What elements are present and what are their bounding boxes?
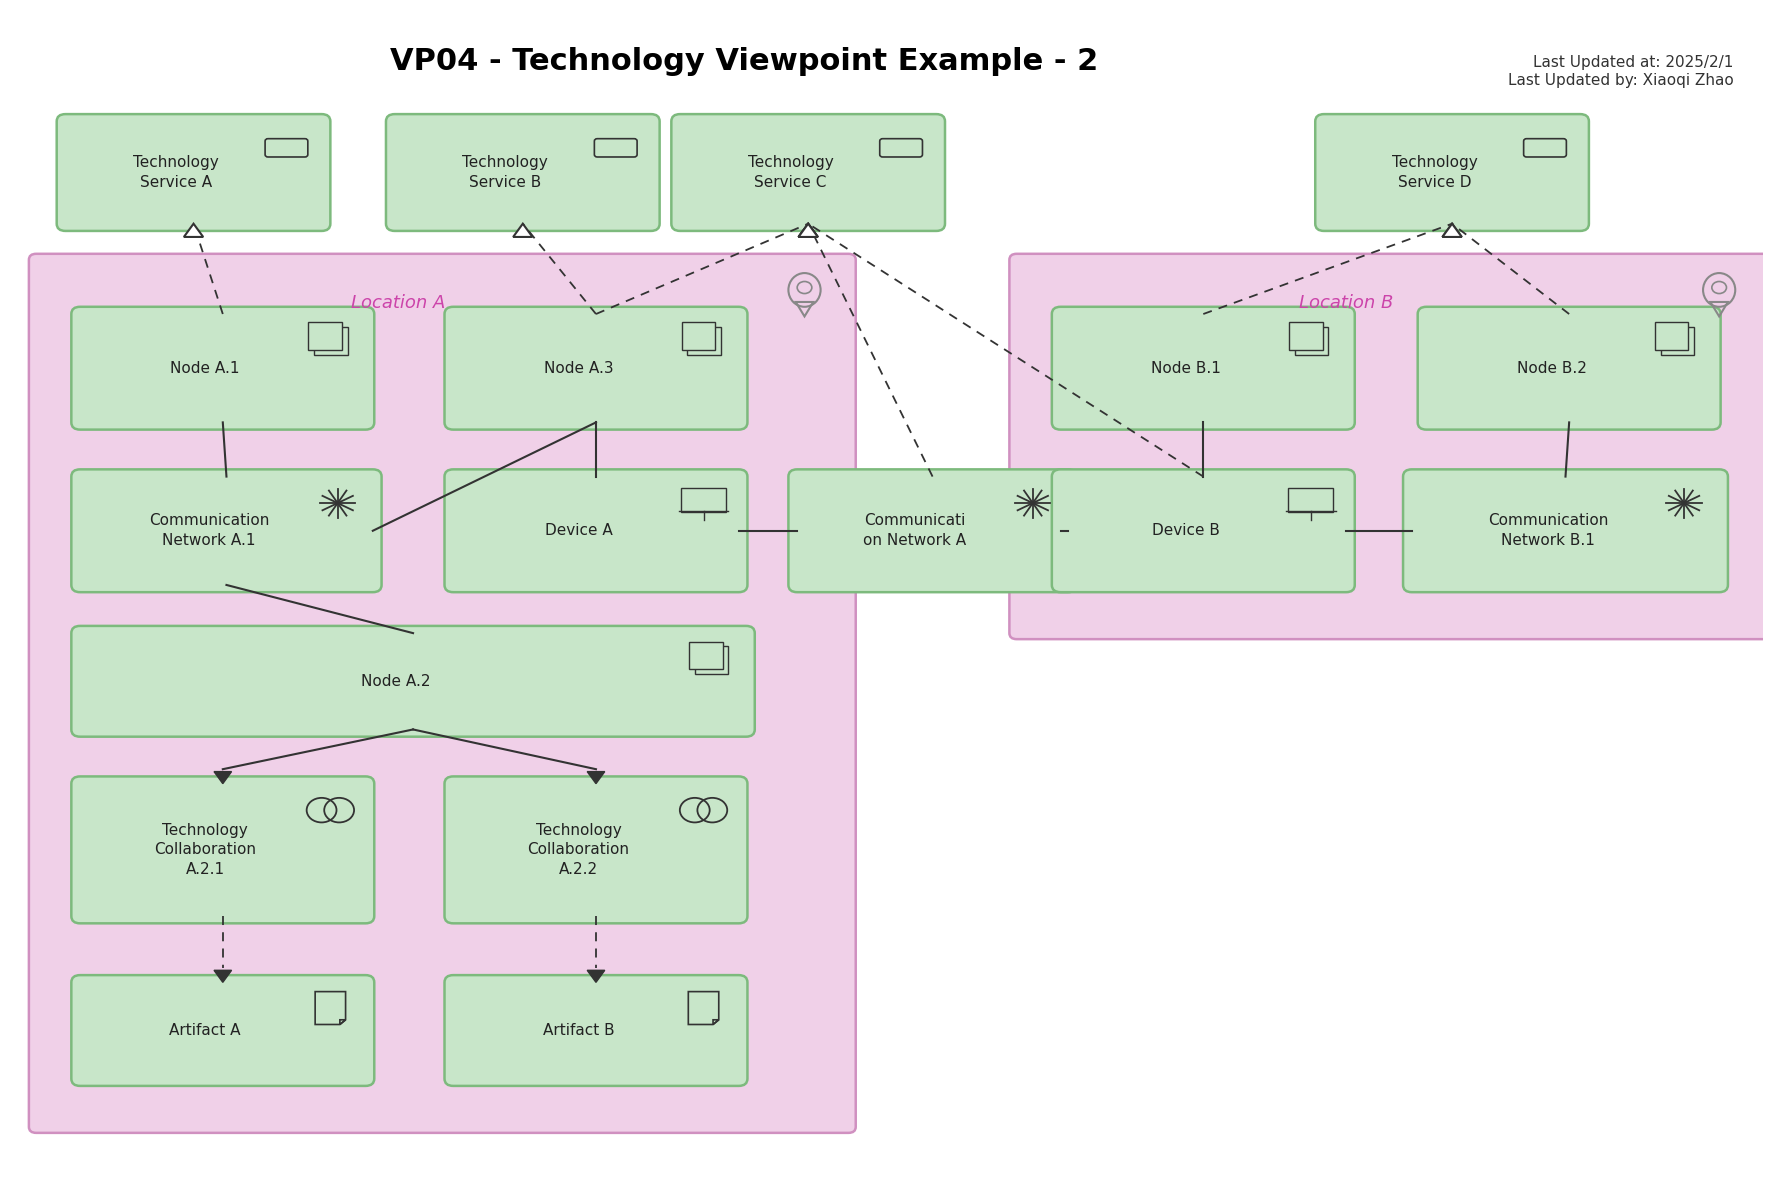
Polygon shape	[798, 223, 818, 236]
FancyBboxPatch shape	[71, 975, 373, 1085]
Polygon shape	[798, 223, 818, 236]
Text: Communicati
on Network A: Communicati on Network A	[864, 513, 966, 548]
FancyBboxPatch shape	[1051, 307, 1354, 430]
Polygon shape	[588, 971, 605, 983]
FancyBboxPatch shape	[696, 646, 729, 675]
FancyBboxPatch shape	[1418, 307, 1720, 430]
Text: Device A: Device A	[545, 523, 612, 538]
FancyBboxPatch shape	[57, 115, 331, 230]
Text: Technology
Collaboration
A.2.1: Technology Collaboration A.2.1	[154, 823, 257, 878]
Polygon shape	[798, 223, 818, 236]
FancyBboxPatch shape	[71, 307, 373, 430]
Text: Node A.3: Node A.3	[543, 361, 612, 376]
Text: Technology
Service B: Technology Service B	[462, 155, 549, 190]
FancyBboxPatch shape	[444, 469, 747, 592]
FancyBboxPatch shape	[28, 254, 855, 1133]
Text: Node B.1: Node B.1	[1150, 361, 1221, 376]
Text: Technology
Service A: Technology Service A	[133, 155, 219, 190]
FancyBboxPatch shape	[71, 469, 382, 592]
Text: Technology
Collaboration
A.2.2: Technology Collaboration A.2.2	[527, 823, 630, 878]
FancyBboxPatch shape	[1051, 469, 1354, 592]
Text: Artifact B: Artifact B	[543, 1023, 614, 1038]
Polygon shape	[184, 223, 204, 236]
FancyBboxPatch shape	[386, 115, 660, 230]
FancyBboxPatch shape	[689, 641, 722, 670]
Text: Technology
Service D: Technology Service D	[1391, 155, 1478, 190]
Polygon shape	[214, 771, 232, 783]
Text: Location B: Location B	[1299, 294, 1393, 312]
FancyBboxPatch shape	[315, 327, 349, 355]
Text: Device B: Device B	[1152, 523, 1220, 538]
FancyBboxPatch shape	[1289, 322, 1322, 350]
Text: Location A: Location A	[350, 294, 446, 312]
FancyBboxPatch shape	[671, 115, 945, 230]
FancyBboxPatch shape	[1404, 469, 1728, 592]
FancyBboxPatch shape	[687, 327, 720, 355]
Text: Communication
Network B.1: Communication Network B.1	[1489, 513, 1609, 548]
FancyBboxPatch shape	[1655, 322, 1689, 350]
Text: Artifact A: Artifact A	[170, 1023, 241, 1038]
Polygon shape	[1443, 223, 1462, 236]
Polygon shape	[1443, 223, 1462, 236]
FancyBboxPatch shape	[1009, 254, 1770, 639]
FancyBboxPatch shape	[444, 975, 747, 1085]
FancyBboxPatch shape	[1296, 327, 1329, 355]
FancyBboxPatch shape	[71, 776, 373, 923]
FancyBboxPatch shape	[444, 776, 747, 923]
Text: Technology
Service C: Technology Service C	[747, 155, 834, 190]
FancyBboxPatch shape	[681, 322, 715, 350]
FancyBboxPatch shape	[1660, 327, 1694, 355]
Text: Node B.2: Node B.2	[1517, 361, 1586, 376]
Text: Node A.1: Node A.1	[170, 361, 241, 376]
Text: Node A.2: Node A.2	[361, 673, 430, 689]
FancyBboxPatch shape	[1315, 115, 1589, 230]
Text: VP04 - Technology Viewpoint Example - 2: VP04 - Technology Viewpoint Example - 2	[391, 47, 1099, 75]
FancyBboxPatch shape	[71, 626, 754, 737]
Text: Last Updated at: 2025/2/1
Last Updated by: Xiaoqi Zhao: Last Updated at: 2025/2/1 Last Updated b…	[1508, 55, 1735, 87]
Text: Communication
Network A.1: Communication Network A.1	[149, 513, 269, 548]
FancyBboxPatch shape	[788, 469, 1076, 592]
Polygon shape	[214, 971, 232, 983]
FancyBboxPatch shape	[308, 322, 342, 350]
Polygon shape	[513, 223, 533, 236]
Polygon shape	[588, 771, 605, 783]
FancyBboxPatch shape	[444, 307, 747, 430]
